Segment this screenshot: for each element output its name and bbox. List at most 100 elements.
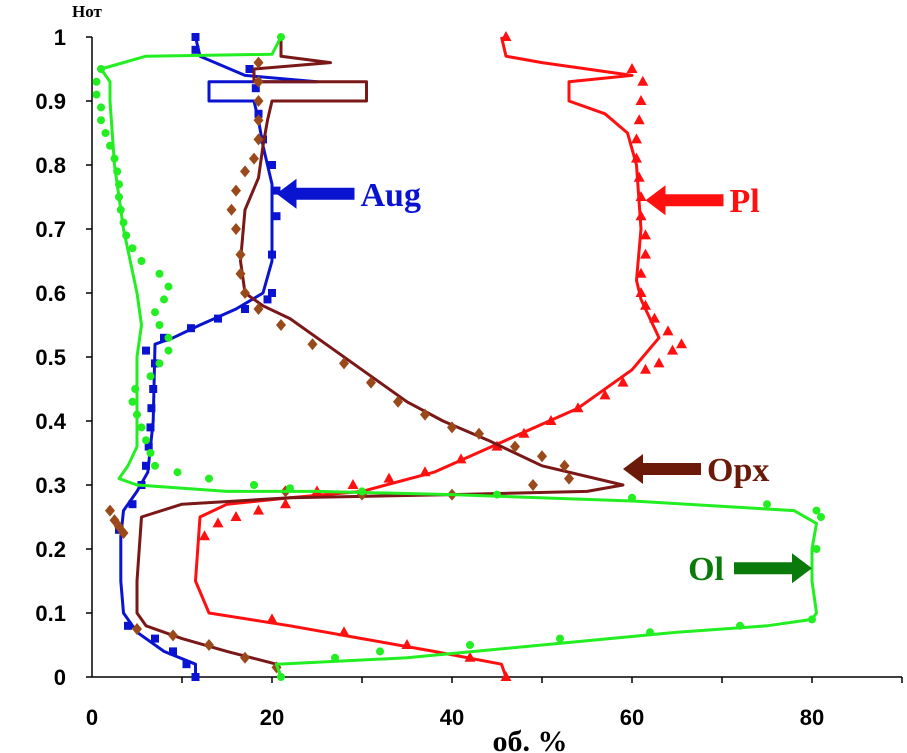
data-point-opx [253,133,264,146]
data-point-pl [635,95,647,105]
data-point-ol [376,647,384,656]
data-point-aug [263,295,272,304]
data-point-pl [419,466,431,477]
data-point-aug [272,186,281,195]
data-point-ol [155,269,164,278]
data-point-ol [137,423,146,432]
y-tick-label: 0.5 [35,345,66,370]
data-point-opx [276,319,286,331]
data-point-opx [240,651,250,664]
data-point-pl [518,427,530,438]
data-point-ol [122,231,131,240]
annotation-label-aug: Aug [361,177,421,214]
data-point-pl [640,229,651,240]
y-tick-label: 0.2 [35,537,66,562]
data-point-ol [286,484,294,493]
data-point-ol [277,673,285,681]
data-point-pl [338,626,350,637]
series-opx [105,37,625,678]
series-line-ol [99,36,818,678]
data-point-ol [493,490,501,499]
data-point-aug [182,660,191,669]
y-tick-label: 0 [54,665,66,690]
data-point-pl [640,363,651,374]
data-point-ol [142,436,150,445]
annotation-label-ol: Ol [688,551,724,588]
annotation-label-opx: Opx [707,452,769,489]
y-axis-label: Hот [72,2,102,21]
annotation-ol: Ol [688,551,812,588]
data-point-ol [113,167,122,176]
data-point-aug [160,333,168,342]
data-point-ol [115,180,123,189]
arrow-icon [645,185,724,216]
y-tick-label: 1 [54,25,66,50]
data-point-opx [240,165,250,178]
data-point-ol [164,282,173,291]
data-point-ol [812,545,821,553]
data-point-pl [401,639,413,649]
data-point-ol [151,308,159,317]
data-point-pl [464,651,476,662]
data-point-pl [199,530,210,541]
data-point-pl [662,325,674,336]
data-point-pl [347,479,359,489]
data-point-ol [155,321,164,329]
data-point-ol [358,487,366,496]
data-point-opx [249,152,259,165]
data-point-opx [253,95,264,107]
data-point-aug [147,404,156,413]
data-point-ol [763,500,771,509]
y-tick-label: 0.7 [35,217,66,242]
data-point-ol [128,244,137,253]
data-point-pl [626,63,638,73]
x-axis-label: об. % [493,725,568,753]
data-point-pl [500,671,512,681]
data-point-ol [146,449,155,457]
data-point-opx [231,184,241,197]
data-point-opx [564,472,574,485]
series-line-opx [135,37,625,678]
data-point-ol [97,65,105,73]
x-tick-label: 40 [440,705,464,730]
data-point-pl [676,338,687,349]
data-point-ol [164,346,173,355]
series-layer [92,31,825,681]
data-point-opx [510,440,520,453]
annotation-layer: Aug Pl Opx Ol [276,177,812,588]
data-point-opx [339,357,349,370]
data-point-opx [235,267,246,280]
data-point-aug [191,45,200,54]
data-point-opx [307,338,318,351]
data-point-ol [808,615,816,624]
data-point-ol [628,493,636,502]
data-point-ol [128,397,137,406]
annotation-opx: Opx [623,452,769,489]
data-point-ol [131,385,140,393]
data-point-opx [528,479,538,491]
x-tick-label: 0 [86,705,98,730]
data-point-pl [572,402,584,413]
data-point-aug [191,33,200,41]
data-point-ol [173,468,182,477]
data-point-opx [420,408,430,421]
data-point-aug [146,423,155,432]
arrow-icon [623,454,701,484]
data-point-ol [116,205,125,214]
x-tick-label: 80 [800,705,824,730]
data-point-ol [160,295,168,304]
data-point-aug [245,65,254,73]
data-point-opx [474,427,484,440]
y-tick-label: 0.8 [35,153,66,178]
data-point-pl [253,504,264,515]
data-point-ol [110,154,119,163]
data-point-aug [268,250,276,259]
data-point-pl [635,287,647,297]
annotation-aug: Aug [276,177,421,214]
arrow-icon [276,178,355,209]
data-point-aug [251,84,260,93]
annotation-pl: Pl [645,183,760,220]
data-point-aug [124,621,132,630]
y-tick-label: 0.9 [35,89,66,114]
data-point-ol [97,116,105,125]
